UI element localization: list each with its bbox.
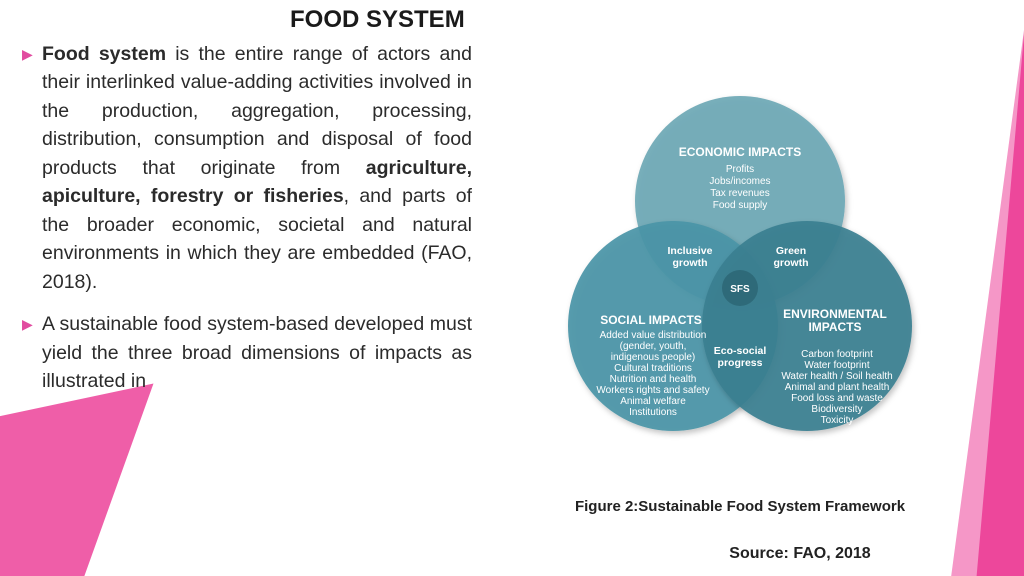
bullet-1: ▶ Food system is the entire range of act… [22, 40, 472, 296]
venn-item-environmental-1: Water footprint [804, 360, 869, 371]
venn-item-environmental-0: Carbon footprint [801, 349, 873, 360]
venn-item-economic-0: Profits [726, 164, 754, 175]
venn-item-environmental-2: Water health / Soil health [781, 371, 892, 382]
figure-source: Source: FAO, 2018 [640, 545, 960, 563]
bullet-2-body: A sustainable food system-based develope… [42, 310, 472, 395]
figure-caption: Figure 2:Sustainable Food System Framewo… [560, 498, 920, 517]
venn-overlap-1: Green [776, 245, 806, 257]
venn-item-environmental-3: Animal and plant health [785, 382, 890, 393]
venn-diagram: InclusivegrowthGreengrowthEco-socialprog… [555, 66, 925, 466]
decor-triangle-right-inner [964, 0, 1024, 576]
bullet-marker-icon: ▶ [22, 46, 42, 63]
venn-overlap-2: Eco-social [714, 345, 767, 357]
venn-item-environmental-4: Food loss and waste [791, 393, 883, 404]
venn-overlap-2-l2: progress [718, 357, 763, 369]
venn-item-economic-2: Tax revenues [710, 188, 769, 199]
venn-overlap-1-l2: growth [774, 257, 809, 269]
bullet-2: ▶ A sustainable food system-based develo… [22, 310, 472, 395]
venn-item-economic-3: Food supply [713, 200, 767, 211]
venn-item-social-2: indigenous people) [611, 352, 696, 363]
venn-svg: InclusivegrowthGreengrowthEco-socialprog… [555, 66, 925, 466]
venn-center-label: SFS [730, 284, 750, 295]
venn-overlap-0-l2: growth [673, 257, 708, 269]
venn-item-social-0: Added value distribution [600, 330, 707, 341]
venn-overlap-0: Inclusive [668, 245, 713, 257]
slide: FOOD SYSTEM ▶ Food system is the entire … [0, 0, 1024, 576]
venn-title-social: SOCIAL IMPACTS [600, 313, 702, 327]
venn-title2-environmental: IMPACTS [808, 320, 861, 334]
text-column: ▶ Food system is the entire range of act… [22, 40, 472, 570]
slide-title: FOOD SYSTEM [290, 6, 465, 34]
venn-title-environmental: ENVIRONMENTAL [783, 307, 887, 321]
venn-title-economic: ECONOMIC IMPACTS [679, 145, 801, 159]
venn-item-social-7: Institutions [629, 407, 677, 418]
venn-item-economic-1: Jobs/incomes [709, 176, 770, 187]
venn-item-environmental-6: Toxicity [821, 415, 854, 426]
venn-item-social-6: Animal welfare [620, 396, 686, 407]
venn-item-social-5: Workers rights and safety [596, 385, 709, 396]
venn-item-environmental-5: Biodiversity [811, 404, 862, 415]
bullet-1-body: Food system is the entire range of actor… [42, 40, 472, 296]
venn-item-social-1: (gender, youth, [620, 341, 687, 352]
bullet-marker-icon: ▶ [22, 316, 42, 333]
venn-item-social-3: Cultural traditions [614, 363, 692, 374]
bullet-1-lead: Food system [42, 43, 166, 65]
venn-item-social-4: Nutrition and health [610, 374, 697, 385]
